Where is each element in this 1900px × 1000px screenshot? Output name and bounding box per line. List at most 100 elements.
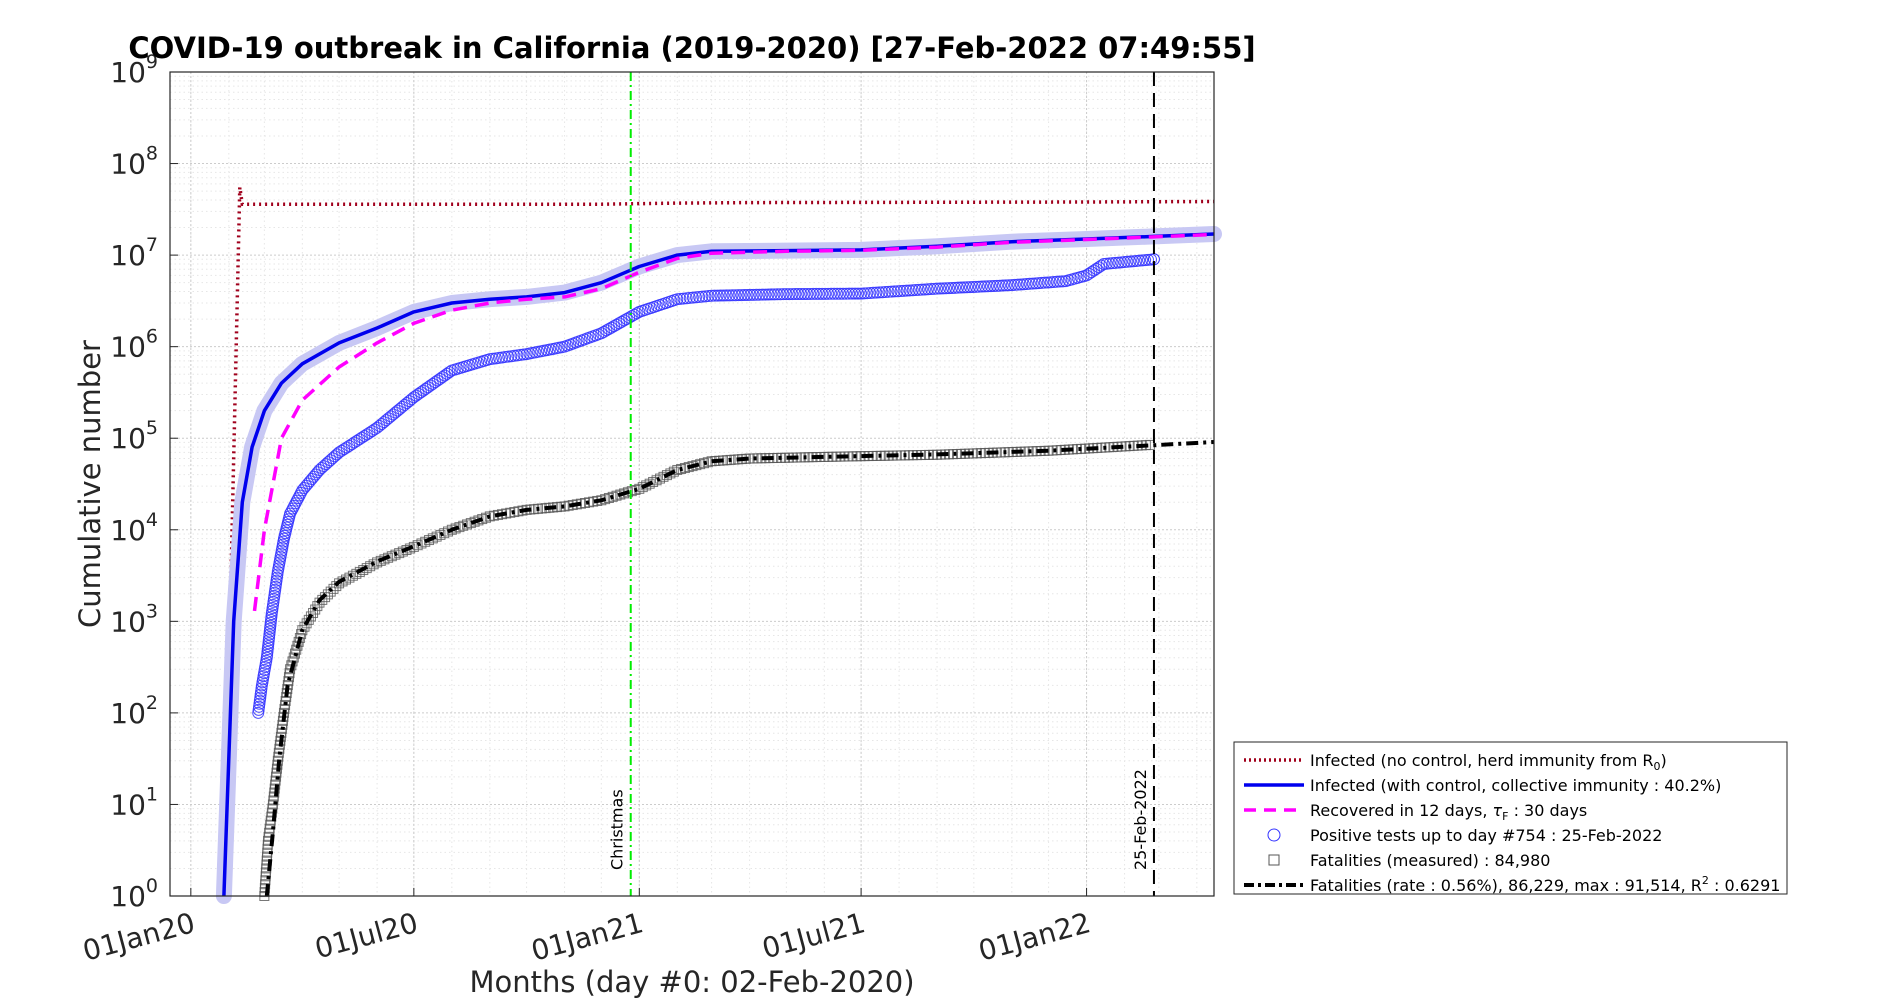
positive-tests-marker	[816, 287, 829, 300]
y-axis-label: Cumulative number	[73, 340, 107, 628]
vline-label-christmas: Christmas	[608, 789, 627, 870]
positive-tests-marker	[1127, 255, 1140, 268]
y-tick-exponent: 8	[146, 143, 158, 165]
fatality-marker	[283, 672, 294, 683]
positive-tests-marker	[861, 287, 874, 300]
positive-tests-marker	[1145, 253, 1158, 266]
legend-box	[1233, 741, 1788, 895]
fatality-marker	[368, 559, 379, 570]
positive-tests-marker	[1056, 275, 1069, 288]
fatality-marker	[273, 747, 284, 758]
positive-tests-marker	[1109, 256, 1122, 269]
positive-tests-marker	[804, 287, 817, 300]
positive-tests-marker	[906, 284, 919, 297]
y-tick-label: 107	[110, 234, 158, 272]
positive-tests-marker	[720, 289, 733, 302]
positive-tests-marker	[762, 288, 775, 301]
positive-tests-marker	[909, 284, 922, 297]
positive-tests-marker	[1136, 254, 1149, 267]
positive-tests-marker	[1044, 276, 1057, 289]
positive-tests-marker	[993, 279, 1006, 292]
positive-tests-marker	[683, 291, 696, 304]
positive-tests-marker	[849, 287, 862, 300]
fatality-marker	[375, 555, 386, 566]
positive-tests-marker	[1103, 257, 1116, 270]
positive-tests-marker	[934, 282, 947, 295]
positive-tests-marker	[1095, 259, 1108, 272]
positive-tests-marker	[966, 280, 979, 293]
positive-tests-marker	[738, 289, 751, 302]
positive-tests-marker	[1038, 276, 1051, 289]
positive-tests-marker	[756, 288, 769, 301]
positive-tests-marker	[1026, 277, 1039, 290]
fatality-marker	[276, 723, 287, 734]
positive-tests-marker	[949, 281, 962, 294]
vertical-markers: Christmas 25-Feb-2022	[608, 72, 1155, 896]
positive-tests-marker	[717, 289, 730, 302]
positive-tests-marker	[783, 288, 796, 301]
positive-tests-marker	[768, 288, 781, 301]
positive-tests-marker	[1124, 255, 1137, 268]
y-tick-base: 10	[110, 880, 146, 913]
legend-label-recovered: Recovered in 12 days, τF : 30 days	[1310, 801, 1587, 823]
legend-label-with_control: Infected (with control, collective immun…	[1310, 776, 1721, 795]
positive-tests-marker	[1112, 256, 1125, 269]
positive-tests-marker	[1032, 277, 1045, 290]
positive-tests-marker	[937, 282, 950, 295]
positive-tests-marker	[900, 284, 913, 297]
positive-tests-marker	[690, 291, 703, 304]
positive-tests-marker	[693, 290, 706, 303]
positive-tests-marker	[867, 286, 880, 299]
legend-label-positive_tests: Positive tests up to day #754 : 25-Feb-2…	[1310, 826, 1662, 845]
series-recovered	[252, 232, 1215, 612]
legend-text: Fatalities (measured) : 84,980	[1310, 851, 1550, 870]
y-tick-exponent: 0	[146, 875, 158, 897]
fatality-marker	[676, 464, 687, 475]
positive-tests-marker	[928, 282, 941, 295]
y-tick-exponent: 1	[146, 783, 158, 805]
positive-tests-marker	[792, 288, 805, 301]
positive-tests-marker	[729, 289, 742, 302]
positive-tests-marker	[888, 285, 901, 298]
y-tick-label: 101	[110, 783, 158, 821]
legend-items: Infected (no control, herd immunity from…	[1244, 751, 1780, 895]
positive-tests-marker	[765, 288, 778, 301]
positive-tests-marker	[771, 288, 784, 301]
legend-label-fatalities_fit: Fatalities (rate : 0.56%), 86,229, max :…	[1310, 874, 1780, 895]
positive-tests-marker	[1130, 254, 1143, 267]
positive-tests-marker	[801, 287, 814, 300]
fatality-marker	[280, 699, 291, 710]
fatality-marker	[651, 475, 662, 486]
positive-tests-marker	[680, 292, 693, 305]
positive-tests-marker	[750, 288, 763, 301]
positive-tests-marker	[309, 468, 322, 481]
positive-tests-marker	[789, 288, 802, 301]
y-tick-exponent: 5	[146, 417, 158, 439]
positive-tests-marker	[943, 282, 956, 295]
positive-tests-marker	[726, 289, 739, 302]
y-tick-label: 106	[110, 326, 158, 364]
positive-tests-marker	[864, 286, 877, 299]
fatality-marker	[607, 491, 618, 502]
positive-tests-marker	[852, 287, 865, 300]
positive-tests-marker	[1133, 254, 1146, 267]
positive-tests-marker	[723, 289, 736, 302]
legend-text: Recovered in 12 days,	[1310, 801, 1493, 820]
fatality-marker	[637, 482, 648, 493]
y-tick-exponent: 2	[146, 692, 158, 714]
positive-tests-marker	[780, 288, 793, 301]
y-tick-exponent: 4	[146, 509, 158, 531]
positive-tests-marker	[1008, 278, 1021, 291]
positive-tests-marker	[940, 282, 953, 295]
positive-tests-marker	[708, 289, 721, 302]
positive-tests-marker	[671, 293, 684, 306]
legend-subscript: F	[1502, 810, 1508, 823]
positive-tests-marker	[774, 288, 787, 301]
x-axis-label: Months (day #0: 02-Feb-2020)	[469, 965, 914, 999]
positive-tests-marker	[1035, 276, 1048, 289]
y-tick-label: 103	[110, 600, 158, 638]
positive-tests-marker	[912, 283, 925, 296]
positive-tests-marker	[954, 281, 967, 294]
positive-tests-marker	[990, 279, 1003, 292]
